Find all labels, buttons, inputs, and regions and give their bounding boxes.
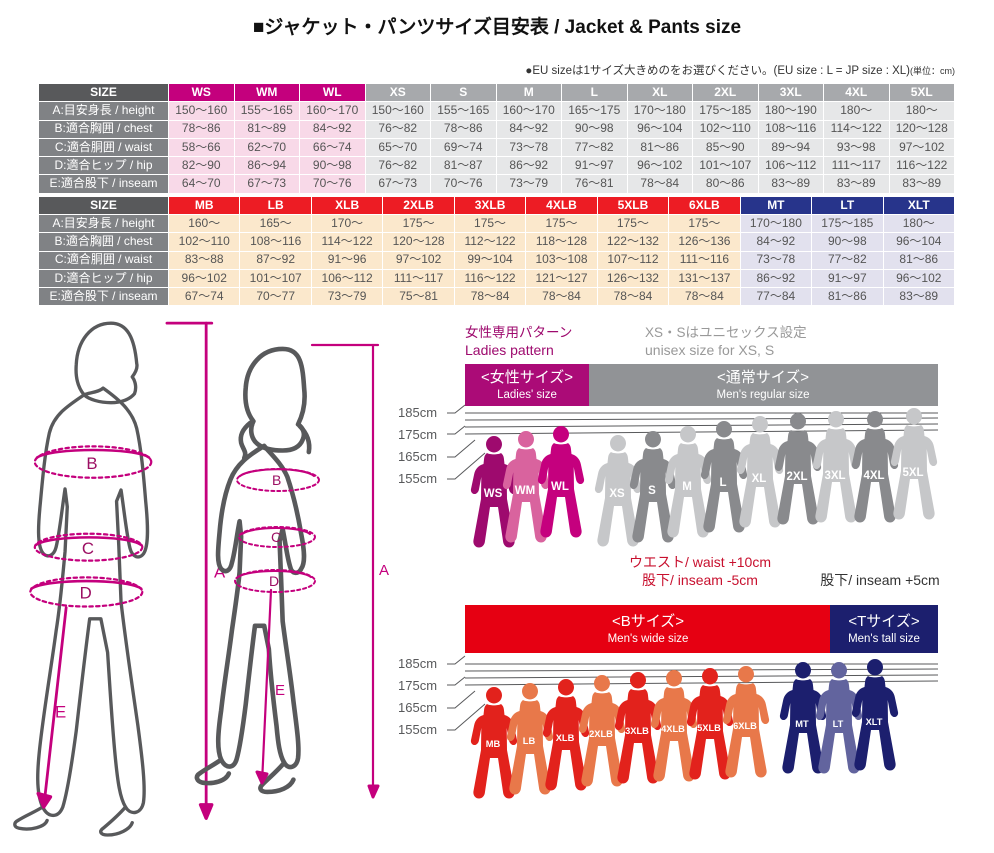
svg-text:Ladies' size: Ladies' size <box>497 389 557 401</box>
svg-text:LB: LB <box>523 736 536 746</box>
svg-text:MT: MT <box>795 719 809 729</box>
svg-text:185cm: 185cm <box>398 656 437 671</box>
svg-text:5XL: 5XL <box>902 467 923 479</box>
svg-text:<女性サイズ>: <女性サイズ> <box>481 368 573 386</box>
svg-text:3XLB: 3XLB <box>625 726 649 736</box>
svg-text:2XLB: 2XLB <box>589 729 613 739</box>
svg-text:Ladies pattern: Ladies pattern <box>465 342 554 358</box>
svg-text:XLB: XLB <box>556 733 575 743</box>
svg-text:股下/ inseam -5cm: 股下/ inseam -5cm <box>642 572 758 588</box>
svg-text:175cm: 175cm <box>398 427 437 442</box>
svg-text:L: L <box>719 477 726 489</box>
svg-text:WS: WS <box>484 488 503 500</box>
svg-text:股下/ inseam +5cm: 股下/ inseam +5cm <box>820 572 939 588</box>
svg-text:<Tサイズ>: <Tサイズ> <box>848 613 919 630</box>
svg-text:<Bサイズ>: <Bサイズ> <box>612 613 684 630</box>
svg-text:XLT: XLT <box>866 717 883 727</box>
svg-text:unisex size for XS, S: unisex size for XS, S <box>645 342 774 358</box>
svg-text:Men's wide size: Men's wide size <box>608 633 689 645</box>
svg-text:ウエスト/ waist +10cm: ウエスト/ waist +10cm <box>629 554 771 570</box>
svg-text:XS・Sはユニセックス設定: XS・Sはユニセックス設定 <box>645 325 807 340</box>
svg-text:5XLB: 5XLB <box>697 723 721 733</box>
svg-text:MB: MB <box>486 739 501 749</box>
svg-text:XL: XL <box>752 473 767 485</box>
svg-text:4XL: 4XL <box>863 470 884 482</box>
svg-text:185cm: 185cm <box>398 405 437 420</box>
svg-text:XS: XS <box>609 488 625 500</box>
svg-text:S: S <box>648 485 656 497</box>
svg-text:<通常サイズ>: <通常サイズ> <box>717 369 809 386</box>
svg-text:女性専用パターン: 女性専用パターン <box>465 324 572 340</box>
svg-text:3XL: 3XL <box>824 470 845 482</box>
svg-text:WL: WL <box>551 481 569 493</box>
svg-text:Men's regular size: Men's regular size <box>717 389 810 401</box>
svg-text:155cm: 155cm <box>398 722 437 737</box>
svg-text:4XLB: 4XLB <box>661 724 685 734</box>
svg-text:2XL: 2XL <box>786 471 807 483</box>
svg-text:165cm: 165cm <box>398 449 437 464</box>
svg-text:155cm: 155cm <box>398 471 437 486</box>
svg-text:165cm: 165cm <box>398 700 437 715</box>
svg-text:175cm: 175cm <box>398 678 437 693</box>
svg-text:M: M <box>682 481 692 493</box>
svg-text:6XLB: 6XLB <box>733 721 757 731</box>
svg-text:Men's tall size: Men's tall size <box>848 633 920 645</box>
svg-text:WM: WM <box>515 485 535 497</box>
svg-text:LT: LT <box>833 719 844 729</box>
